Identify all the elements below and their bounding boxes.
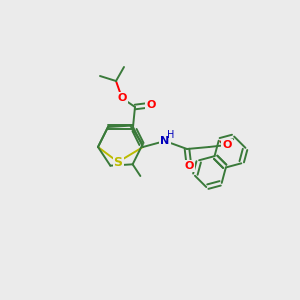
Text: O: O <box>222 140 232 150</box>
Text: S: S <box>113 155 122 169</box>
Text: O: O <box>117 93 127 103</box>
Text: O: O <box>146 100 156 110</box>
Text: N: N <box>160 136 169 146</box>
Text: H: H <box>167 130 175 140</box>
Text: O: O <box>184 161 194 171</box>
